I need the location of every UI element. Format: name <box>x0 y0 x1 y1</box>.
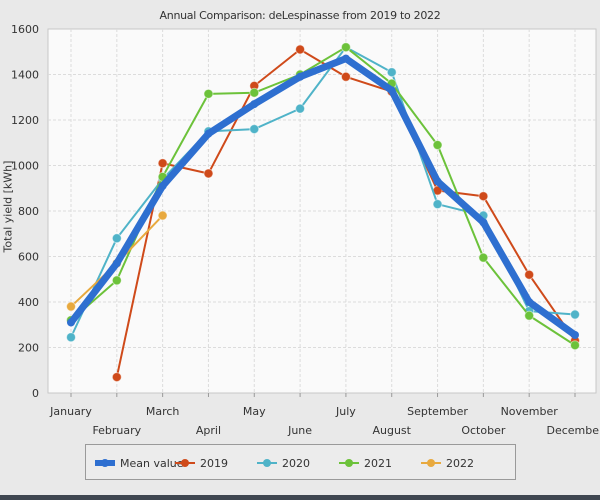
x-tick-label: May <box>243 405 266 418</box>
data-point[interactable] <box>111 275 122 286</box>
data-point[interactable] <box>570 340 580 351</box>
x-tick-label: March <box>146 405 180 418</box>
y-tick-label: 600 <box>18 251 39 264</box>
y-tick-labels: 0 200 400 600 800 1000 1200 1400 1600 <box>11 23 39 400</box>
y-tick-label: 1600 <box>11 23 39 36</box>
y-tick-label: 400 <box>18 296 39 309</box>
data-point[interactable] <box>340 71 351 82</box>
data-point[interactable] <box>157 210 168 221</box>
legend-marker-icon <box>257 459 277 467</box>
data-point[interactable] <box>157 158 168 169</box>
legend-marker-icon <box>421 459 441 467</box>
data-point[interactable] <box>295 103 306 114</box>
x-tick-label: October <box>461 424 505 437</box>
legend-label: 2022 <box>446 456 474 470</box>
legend-item[interactable]: 2020 <box>256 455 310 471</box>
data-point[interactable] <box>66 301 76 312</box>
data-point[interactable] <box>203 168 214 179</box>
legend-label: 2021 <box>364 456 392 470</box>
series-mean-value <box>67 54 579 339</box>
data-point[interactable] <box>203 88 214 99</box>
legend: Mean value 2019 2020 2021 2022 <box>85 444 516 480</box>
x-tick-label: December <box>546 424 600 437</box>
data-point[interactable] <box>250 100 259 109</box>
data-point[interactable] <box>524 310 535 321</box>
y-tick-label: 1400 <box>11 69 39 82</box>
data-point[interactable] <box>66 332 76 343</box>
x-tick-label: July <box>335 405 356 418</box>
series-line <box>67 55 579 339</box>
series-group <box>66 42 580 383</box>
data-point[interactable] <box>479 218 488 227</box>
data-point[interactable] <box>112 259 121 268</box>
data-point[interactable] <box>111 372 122 383</box>
y-tick-label: 800 <box>18 205 39 218</box>
data-point[interactable] <box>340 42 351 53</box>
data-point[interactable] <box>570 309 580 320</box>
data-point[interactable] <box>204 129 213 138</box>
x-tick-label: August <box>372 424 411 437</box>
chart-title: Annual Comparison: deLespinasse from 201… <box>159 9 441 22</box>
legend-item[interactable]: 2019 <box>174 455 228 471</box>
data-point[interactable] <box>111 233 122 244</box>
legend-label: 2019 <box>200 456 228 470</box>
data-point[interactable] <box>478 252 489 263</box>
y-tick-label: 1000 <box>11 160 39 173</box>
data-point[interactable] <box>524 269 535 280</box>
window-bottom-bar <box>0 495 600 500</box>
legend-marker-icon <box>95 459 115 467</box>
legend-item[interactable]: 2021 <box>338 455 392 471</box>
legend-label: 2020 <box>282 456 310 470</box>
data-point[interactable] <box>478 191 489 202</box>
legend-label: Mean value <box>120 456 184 470</box>
x-tick-label: June <box>287 424 312 437</box>
data-point[interactable] <box>432 140 443 151</box>
data-point[interactable] <box>387 86 396 95</box>
data-point[interactable] <box>249 124 260 135</box>
y-tick-label: 1200 <box>11 114 39 127</box>
x-tick-label: April <box>196 424 221 437</box>
data-point[interactable] <box>571 330 579 339</box>
data-point[interactable] <box>525 298 534 306</box>
x-tick-label: January <box>49 405 92 418</box>
data-point[interactable] <box>433 177 442 186</box>
x-tick-label: February <box>92 424 141 437</box>
chart-plot: 0 200 400 600 800 1000 1200 1400 1600 JanuaryFeb… <box>11 23 600 437</box>
data-point[interactable] <box>296 72 305 81</box>
data-point[interactable] <box>295 44 306 55</box>
data-point[interactable] <box>386 67 397 78</box>
data-point[interactable] <box>432 199 443 210</box>
legend-marker-icon <box>175 459 195 467</box>
x-tick-label: September <box>407 405 468 418</box>
y-tick-label: 0 <box>32 387 39 400</box>
x-tick-label: November <box>501 405 559 418</box>
y-tick-label: 200 <box>18 342 39 355</box>
legend-item[interactable]: Mean value <box>94 455 184 471</box>
data-point[interactable] <box>341 54 350 63</box>
legend-item[interactable]: 2022 <box>420 455 474 471</box>
data-point[interactable] <box>67 318 75 327</box>
data-point[interactable] <box>249 87 260 98</box>
data-point[interactable] <box>158 181 167 190</box>
legend-marker-icon <box>339 459 359 467</box>
